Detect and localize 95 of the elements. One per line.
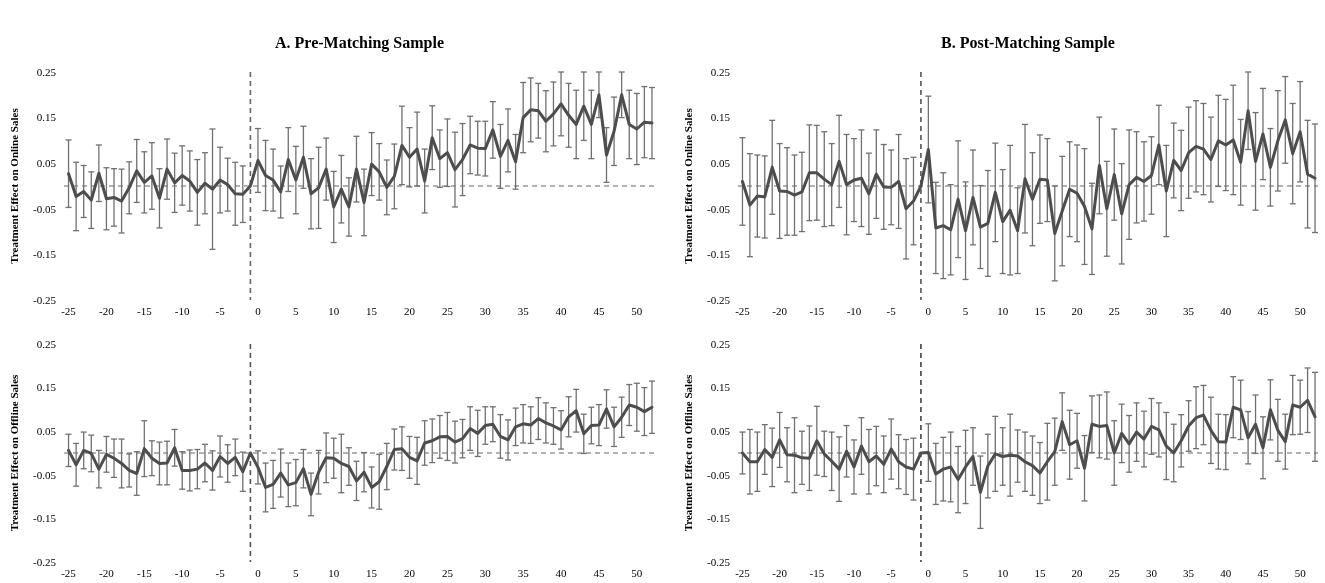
x-tick-label: 40	[555, 305, 568, 317]
y-tick-label: 0.05	[36, 425, 57, 438]
x-tick-label: -15	[136, 305, 153, 317]
x-tick-label: -15	[809, 567, 825, 579]
x-tick-label: 25	[441, 305, 454, 317]
x-tick-label: -25	[61, 305, 77, 317]
y-tick-label: 0.05	[36, 157, 57, 170]
x-tick-label: 20	[1071, 567, 1084, 579]
x-tick-label: 50	[1294, 305, 1307, 317]
x-tick-label: 45	[1257, 305, 1269, 317]
x-tick-label: -10	[846, 567, 862, 579]
x-tick-label: 50	[631, 305, 643, 317]
y-tick-label: -0.05	[33, 468, 57, 481]
x-tick-label: 0	[925, 567, 932, 579]
x-tick-label: 15	[366, 567, 378, 579]
x-tick-label: 5	[962, 305, 969, 317]
x-tick-label: -15	[136, 567, 153, 579]
x-tick-label: -25	[735, 567, 751, 579]
x-tick-label: 5	[293, 567, 300, 579]
y-tick-label: 0.15	[36, 111, 57, 124]
y-tick-label: 0.25	[36, 337, 57, 350]
x-tick-label: -10	[174, 567, 191, 579]
y-tick-label: -0.15	[33, 512, 57, 525]
x-tick-label: 0	[255, 305, 262, 317]
x-tick-label: 50	[631, 567, 643, 579]
x-tick-label: 40	[1220, 305, 1232, 317]
x-tick-label: -20	[772, 567, 788, 579]
x-tick-label: -5	[886, 305, 897, 317]
x-tick-label: 20	[404, 305, 416, 317]
x-tick-label: 10	[997, 567, 1009, 579]
x-tick-label: 35	[1183, 567, 1195, 579]
y-tick-label: -0.15	[707, 512, 731, 525]
x-tick-label: 25	[1108, 305, 1121, 317]
y-tick-label: -0.05	[707, 468, 731, 481]
y-tick-label: -0.25	[707, 293, 731, 306]
y-tick-label: -0.05	[707, 202, 731, 215]
x-tick-label: -20	[99, 567, 115, 579]
y-tick-label: 0.25	[36, 65, 57, 78]
x-tick-label: 30	[479, 567, 492, 579]
x-tick-label: -25	[735, 305, 751, 317]
x-tick-label: 10	[997, 305, 1009, 317]
y-axis-title: Treatment Effect on Online Sales	[8, 107, 20, 264]
y-tick-label: -0.25	[33, 293, 57, 306]
x-tick-label: 45	[593, 567, 605, 579]
x-tick-label: 15	[366, 305, 378, 317]
x-tick-label: 15	[1034, 567, 1046, 579]
x-tick-label: 30	[1145, 305, 1158, 317]
line-series	[67, 93, 654, 209]
x-tick-label: 45	[593, 305, 605, 317]
y-tick-label: 0.15	[36, 381, 57, 394]
x-tick-label: 45	[1257, 567, 1269, 579]
x-tick-label: 50	[1294, 567, 1307, 579]
y-axis-title: Treatment Effect on Online Sales	[682, 107, 694, 264]
x-tick-label: -20	[772, 305, 788, 317]
y-tick-label: 0.25	[710, 65, 731, 78]
x-tick-label: 20	[404, 567, 416, 579]
x-tick-label: 10	[328, 567, 340, 579]
x-tick-label: 25	[441, 567, 454, 579]
x-tick-label: -15	[809, 305, 825, 317]
x-tick-label: 10	[328, 305, 340, 317]
x-tick-label: 5	[293, 305, 300, 317]
y-tick-label: -0.15	[33, 248, 57, 261]
x-tick-label: 35	[517, 305, 530, 317]
x-tick-label: -25	[61, 567, 77, 579]
x-tick-label: -5	[215, 305, 226, 317]
y-tick-label: 0.05	[710, 157, 731, 170]
x-tick-label: 40	[1220, 567, 1232, 579]
x-tick-label: 5	[962, 567, 969, 579]
x-tick-label: 15	[1034, 305, 1046, 317]
y-tick-label: -0.05	[33, 202, 57, 215]
x-tick-label: 25	[1108, 567, 1121, 579]
x-tick-label: -10	[174, 305, 191, 317]
y-tick-label: 0.15	[710, 111, 731, 124]
x-tick-label: 35	[517, 567, 530, 579]
x-tick-label: -5	[886, 567, 897, 579]
x-tick-label: 20	[1071, 305, 1084, 317]
y-tick-label: 0.05	[710, 425, 731, 438]
chart-title: B. Post-Matching Sample	[941, 34, 1115, 52]
x-tick-label: 30	[479, 305, 492, 317]
y-tick-label: -0.25	[33, 555, 57, 568]
x-tick-label: 35	[1183, 305, 1195, 317]
x-tick-label: 30	[1145, 567, 1158, 579]
x-tick-label: -5	[215, 567, 226, 579]
x-tick-label: 0	[255, 567, 262, 579]
y-tick-label: -0.25	[707, 555, 731, 568]
y-axis-title: Treatment Effect on Offline Sales	[8, 373, 20, 532]
y-tick-label: -0.15	[707, 248, 731, 261]
y-tick-label: 0.15	[710, 381, 731, 394]
x-tick-label: 40	[555, 567, 568, 579]
x-tick-label: 0	[925, 305, 932, 317]
y-axis-title: Treatment Effect on Offline Sales	[682, 373, 694, 532]
x-tick-label: -10	[846, 305, 862, 317]
y-tick-label: 0.25	[710, 337, 731, 350]
chart-title: A. Pre-Matching Sample	[274, 34, 445, 52]
x-tick-label: -20	[99, 305, 115, 317]
